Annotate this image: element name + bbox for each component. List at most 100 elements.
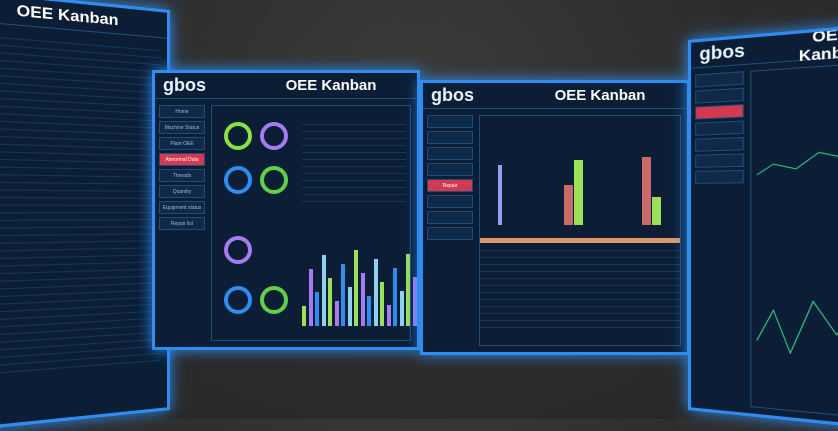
- data-table: [302, 118, 406, 208]
- table-row: [302, 188, 406, 195]
- chart-bar: [315, 292, 319, 326]
- chart-bar: [341, 264, 345, 326]
- table-row: [480, 314, 680, 321]
- sidebar-item[interactable]: [695, 120, 744, 136]
- chart-bar: [360, 273, 365, 326]
- table-row: [302, 118, 406, 125]
- sidebar-item[interactable]: [695, 87, 744, 104]
- sidebar-item[interactable]: Abnormal Data: [159, 153, 205, 166]
- sidebar-item[interactable]: [427, 131, 473, 144]
- logo: gbos: [699, 40, 745, 65]
- sidebar-item[interactable]: [695, 153, 744, 168]
- chart-bar: [373, 259, 378, 326]
- table-row: [302, 167, 406, 174]
- chart-bar: [564, 185, 573, 225]
- screen-center-left: gbos OEE Kanban Home Machine Status Plant O…: [152, 70, 420, 350]
- table-row: [480, 321, 680, 328]
- table-row: [302, 153, 406, 160]
- chart-bar: [399, 291, 404, 326]
- sidebar-item[interactable]: Machine Status: [159, 121, 205, 134]
- chart-bar: [380, 282, 384, 326]
- chart-bar: [347, 287, 352, 326]
- chart-bar: [308, 269, 313, 326]
- table-row: [302, 160, 406, 167]
- table-row: [480, 279, 680, 286]
- gauge: [224, 122, 252, 150]
- data-table: [0, 27, 161, 421]
- screen-right: gbos OEE Kanban: [688, 23, 838, 430]
- chart-bar: [334, 301, 339, 326]
- table-row: [302, 181, 406, 188]
- table-row: [480, 258, 680, 265]
- chart-bar: [412, 277, 417, 326]
- sidebar: Home Machine Status Plant OEE Abnormal Data…: [159, 105, 205, 233]
- screen-title: OEE Kanban: [16, 1, 119, 30]
- screen-title: OEE Kanban: [554, 87, 646, 104]
- table-row: [302, 146, 406, 153]
- gauge: [260, 166, 288, 194]
- sidebar: Repair: [427, 115, 473, 243]
- sidebar-item[interactable]: [427, 147, 473, 160]
- screen-left: OEE Kanban: [0, 0, 171, 431]
- sidebar-item[interactable]: [427, 227, 473, 240]
- screen-title: OEE Kanban: [285, 77, 377, 94]
- sidebar-item[interactable]: Equipment status: [159, 201, 205, 214]
- chart-bar: [498, 165, 502, 225]
- gauge: [224, 236, 252, 264]
- table-row: [480, 272, 680, 279]
- sidebar-item[interactable]: [427, 163, 473, 176]
- screen-center-right: gbos OEE Kanban Repair: [420, 80, 690, 355]
- chart-bar: [393, 268, 397, 326]
- logo: gbos: [431, 85, 474, 105]
- gauge: [260, 122, 288, 150]
- table-row: [480, 307, 680, 314]
- table-row: [480, 293, 680, 300]
- gauge: [260, 286, 288, 314]
- table-row: [302, 125, 406, 132]
- table-header: [480, 238, 680, 243]
- sidebar-item[interactable]: [427, 115, 473, 128]
- dashboard-body: [479, 115, 681, 346]
- table-row: [302, 139, 406, 146]
- sidebar-item[interactable]: [427, 211, 473, 224]
- line-charts: [751, 64, 838, 418]
- chart-bar: [406, 254, 410, 326]
- chart-bar: [354, 250, 358, 326]
- sidebar-item[interactable]: Repair: [427, 179, 473, 192]
- table-row: [302, 174, 406, 181]
- table-row: [302, 195, 406, 202]
- chart-bar: [367, 296, 371, 326]
- table-row: [302, 132, 406, 139]
- table-row: [480, 265, 680, 272]
- dashboard-body: [211, 105, 417, 341]
- bar-chart: [302, 226, 417, 336]
- sidebar-item[interactable]: Repair list: [159, 217, 205, 230]
- chart-bar: [652, 197, 661, 225]
- sidebar-item[interactable]: [427, 195, 473, 208]
- sidebar-item[interactable]: [695, 71, 744, 88]
- logo: gbos: [163, 75, 206, 95]
- sidebar-item[interactable]: [695, 104, 744, 120]
- chart-bar: [302, 306, 306, 326]
- screen-title: OEE Kanban: [798, 24, 838, 65]
- sidebar-item[interactable]: Home: [159, 105, 205, 118]
- sidebar-item[interactable]: Threads: [159, 169, 205, 182]
- table-row: [480, 300, 680, 307]
- chart-bar: [328, 278, 332, 326]
- table-row: [480, 244, 680, 251]
- dashboard-body: [750, 62, 838, 419]
- chart-bar: [386, 305, 391, 326]
- gauge: [224, 286, 252, 314]
- sidebar: [695, 71, 744, 187]
- sidebar-item[interactable]: Quantity: [159, 185, 205, 198]
- data-table: [480, 244, 680, 345]
- sidebar-item[interactable]: [695, 136, 744, 152]
- sidebar-item[interactable]: [695, 169, 744, 184]
- chart-bar: [642, 157, 651, 225]
- table-row: [480, 251, 680, 258]
- chart-bar: [574, 160, 583, 225]
- gauge: [224, 166, 252, 194]
- sidebar-item[interactable]: Plant OEE: [159, 137, 205, 150]
- table-row: [480, 286, 680, 293]
- chart-bar: [321, 255, 326, 326]
